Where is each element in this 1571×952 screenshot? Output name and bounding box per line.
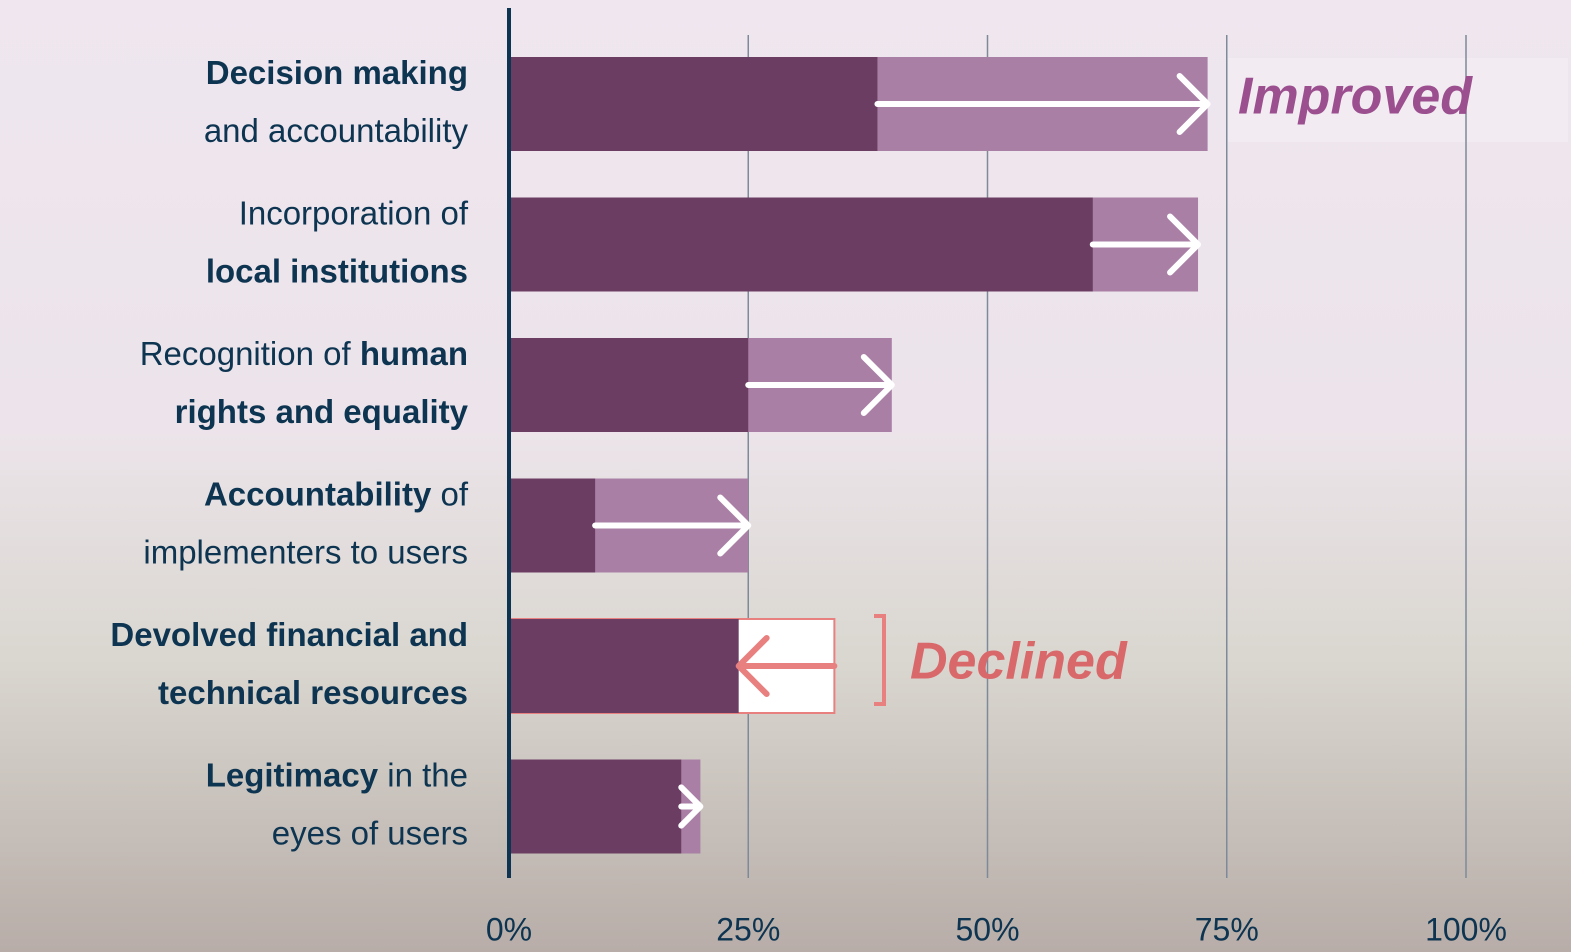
category-label: local institutions <box>206 252 468 289</box>
category-label: implementers to users <box>143 533 468 570</box>
label-segment: and accountability <box>204 112 469 149</box>
change-arrow <box>745 354 895 416</box>
label-segment: Incorporation of <box>239 194 469 231</box>
x-tick-label: 0% <box>486 911 532 947</box>
improved-label: Improved <box>1238 68 1473 126</box>
change-arrow <box>735 635 838 697</box>
category-label: eyes of users <box>272 814 468 851</box>
label-segment: of <box>431 475 469 512</box>
label-segment: implementers to users <box>143 533 468 570</box>
category-label: and accountability <box>204 112 469 149</box>
change-arrow <box>678 784 704 829</box>
change-arrow <box>1089 213 1202 276</box>
x-tick-label: 25% <box>716 911 780 947</box>
bracket <box>874 614 886 706</box>
before-bar <box>509 197 1093 292</box>
label-segment: eyes of users <box>272 814 468 851</box>
category-label: Incorporation of <box>239 194 469 231</box>
before-bar <box>509 759 682 854</box>
label-backdrop <box>1228 58 1568 142</box>
label-segment: rights and equality <box>175 393 469 430</box>
label-segment: Devolved financial and <box>110 616 468 653</box>
x-tick-label: 75% <box>1195 911 1259 947</box>
declined-label: Declined <box>910 633 1128 691</box>
category-label: Legitimacy in the <box>206 756 468 793</box>
after-bar <box>509 619 739 713</box>
label-segment: in the <box>378 756 468 793</box>
before-bar <box>509 478 596 573</box>
change-arrow <box>874 73 1211 135</box>
category-label: technical resources <box>158 674 468 711</box>
label-segment: Decision making <box>206 54 468 91</box>
change-arrow <box>592 494 752 557</box>
category-label: Devolved financial and <box>110 616 468 653</box>
category-label: rights and equality <box>175 393 469 430</box>
category-label: Accountability of <box>204 475 469 512</box>
category-label: Recognition of human <box>140 335 468 372</box>
before-bar <box>509 57 878 151</box>
label-segment: technical resources <box>158 674 468 711</box>
x-tick-label: 100% <box>1425 911 1507 947</box>
label-segment: Legitimacy <box>206 756 379 793</box>
label-segment: local institutions <box>206 252 468 289</box>
before-bar <box>509 338 749 432</box>
label-segment: human <box>360 335 468 372</box>
category-label: Decision making <box>206 54 468 91</box>
label-segment: Accountability <box>204 475 432 512</box>
label-segment: Recognition of <box>140 335 360 372</box>
x-tick-label: 50% <box>955 911 1019 947</box>
